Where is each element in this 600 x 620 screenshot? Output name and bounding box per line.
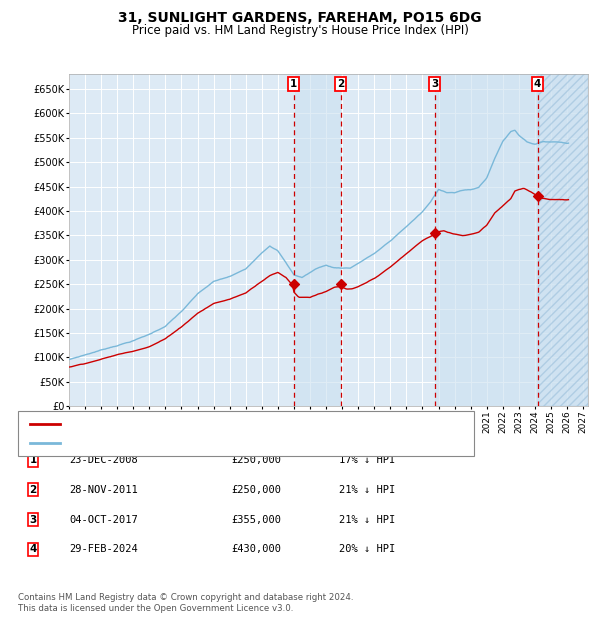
Bar xyxy=(538,74,588,406)
Text: 20% ↓ HPI: 20% ↓ HPI xyxy=(339,544,395,554)
Text: £355,000: £355,000 xyxy=(231,515,281,525)
Text: £250,000: £250,000 xyxy=(231,485,281,495)
Text: 2: 2 xyxy=(337,79,344,89)
Text: 29-FEB-2024: 29-FEB-2024 xyxy=(69,544,138,554)
Point xyxy=(430,228,440,238)
Bar xyxy=(293,74,341,406)
Text: 3: 3 xyxy=(431,79,439,89)
Text: 31, SUNLIGHT GARDENS, FAREHAM, PO15 6DG: 31, SUNLIGHT GARDENS, FAREHAM, PO15 6DG xyxy=(118,11,482,25)
Text: 28-NOV-2011: 28-NOV-2011 xyxy=(69,485,138,495)
Text: 23-DEC-2008: 23-DEC-2008 xyxy=(69,455,138,465)
Text: 17% ↓ HPI: 17% ↓ HPI xyxy=(339,455,395,465)
Text: 1: 1 xyxy=(290,79,297,89)
Point xyxy=(289,279,298,289)
Text: Price paid vs. HM Land Registry's House Price Index (HPI): Price paid vs. HM Land Registry's House … xyxy=(131,24,469,37)
Text: 21% ↓ HPI: 21% ↓ HPI xyxy=(339,485,395,495)
Text: £430,000: £430,000 xyxy=(231,544,281,554)
Text: £250,000: £250,000 xyxy=(231,455,281,465)
Text: 2: 2 xyxy=(29,485,37,495)
Text: 1: 1 xyxy=(29,455,37,465)
Text: 4: 4 xyxy=(29,544,37,554)
Text: Contains HM Land Registry data © Crown copyright and database right 2024.
This d: Contains HM Land Registry data © Crown c… xyxy=(18,593,353,613)
Text: 4: 4 xyxy=(534,79,541,89)
Bar xyxy=(435,74,538,406)
Text: 04-OCT-2017: 04-OCT-2017 xyxy=(69,515,138,525)
Point xyxy=(336,279,346,289)
Text: 3: 3 xyxy=(29,515,37,525)
Text: 31, SUNLIGHT GARDENS, FAREHAM, PO15 6DG (detached house): 31, SUNLIGHT GARDENS, FAREHAM, PO15 6DG … xyxy=(63,418,388,428)
Text: 21% ↓ HPI: 21% ↓ HPI xyxy=(339,515,395,525)
Point xyxy=(533,192,542,202)
Text: HPI: Average price, detached house, Fareham: HPI: Average price, detached house, Fare… xyxy=(63,438,290,448)
